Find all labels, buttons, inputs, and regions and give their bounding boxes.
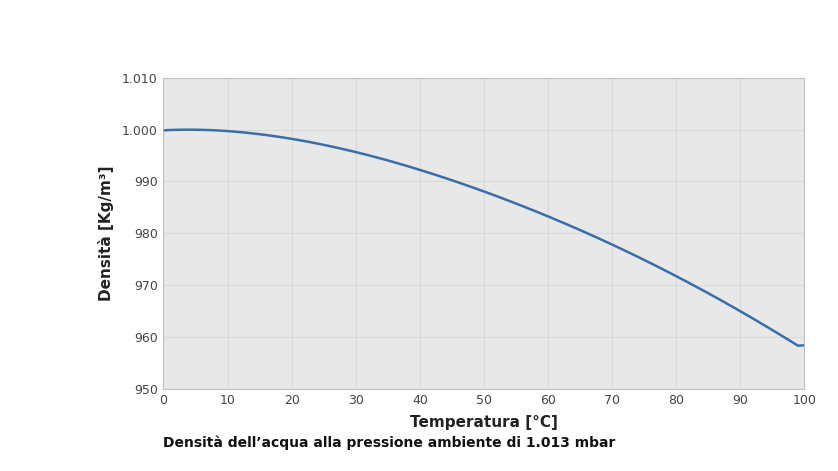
Y-axis label: Densità [Kg/m³]: Densità [Kg/m³] — [98, 165, 114, 301]
Text: Densità dell’acqua alla pressione ambiente di 1.013 mbar: Densità dell’acqua alla pressione ambien… — [163, 436, 616, 450]
X-axis label: Temperatura [°C]: Temperatura [°C] — [410, 415, 558, 430]
